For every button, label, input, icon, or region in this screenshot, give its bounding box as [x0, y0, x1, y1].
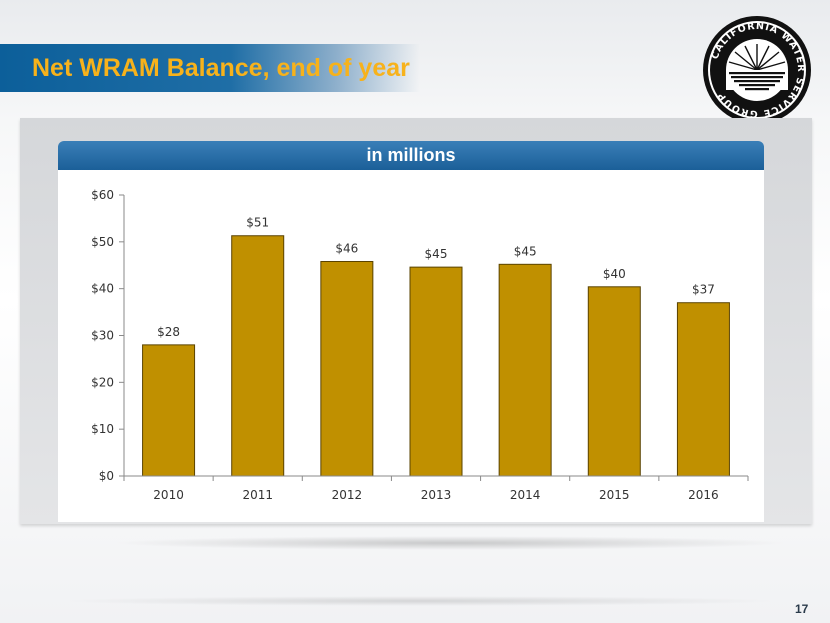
company-logo: CALIFORNIA WATER SERVICE GROUP [703, 16, 811, 124]
y-tick-label: $0 [99, 469, 114, 483]
data-label-2012: $46 [335, 242, 358, 256]
bar-2016 [676, 302, 730, 477]
x-tick-label-2015: 2015 [599, 488, 630, 502]
x-tick-label-2013: 2013 [421, 488, 452, 502]
y-tick-label: $30 [91, 329, 114, 343]
y-tick-label: $20 [91, 375, 114, 389]
title-bar [0, 44, 420, 92]
bar-chart: $0$10$20$30$40$50$60 $28$51$46 $45 $45$40$… [91, 188, 749, 502]
y-tick-label: $60 [91, 188, 114, 202]
data-label-2010: $28 [157, 325, 180, 339]
x-axis: 2010 2011 2012 2013 2014 2015 2016 [123, 475, 749, 502]
bar-2010 [142, 344, 196, 477]
bar-2013 [409, 266, 463, 477]
data-label-2014: $45 [514, 244, 537, 258]
data-label-2015: $40 [603, 267, 626, 281]
bar-2014 [498, 263, 552, 477]
data-label-2013: $45 [425, 247, 448, 261]
panel-header: in millions [58, 141, 764, 170]
y-tick-label: $10 [91, 422, 114, 436]
panel-shadow [110, 536, 790, 550]
page-number: 17 [795, 602, 809, 616]
data-label-2011: $51 [246, 216, 269, 230]
y-axis: $0 $10 $20 $30 $40 $50 $60 [91, 188, 125, 483]
x-tick-label-2014: 2014 [510, 488, 541, 502]
data-label-2016: $37 [692, 283, 715, 297]
slide-title: Net WRAM Balance, end of year [32, 54, 410, 82]
water-waves-icon [729, 72, 785, 91]
bar-2015 [587, 286, 641, 477]
bar-2011 [231, 235, 285, 477]
sun-rays-icon [728, 44, 786, 71]
x-tick-label-2011: 2011 [242, 488, 273, 502]
y-tick-label: $40 [91, 282, 114, 296]
x-tick-label-2012: 2012 [332, 488, 363, 502]
footer-shadow [60, 596, 780, 606]
x-tick-label-2016: 2016 [688, 488, 719, 502]
x-tick-label-2010: 2010 [153, 488, 184, 502]
y-tick-label: $50 [91, 235, 114, 249]
bars: $28 $51 $46 $45 $45 $40 $37 [142, 216, 730, 477]
bar-2012 [320, 261, 374, 477]
